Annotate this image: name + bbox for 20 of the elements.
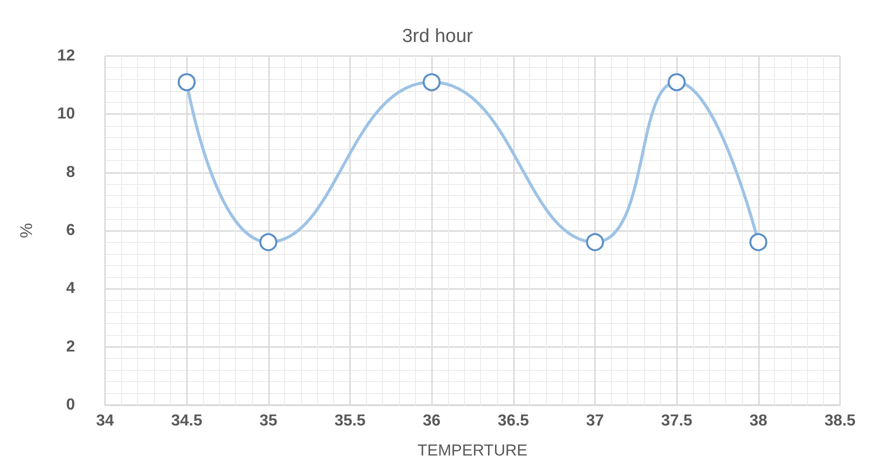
y-tick-label: 10 — [57, 106, 76, 123]
y-axis-title: % — [17, 222, 36, 238]
y-tick-label: 12 — [57, 48, 76, 64]
x-tick-label: 34 — [96, 412, 114, 430]
x-tick-label: 38.5 — [824, 412, 856, 430]
y-tick-label: 0 — [66, 396, 76, 414]
x-tick-label: 38 — [749, 412, 768, 430]
y-tick-label: 6 — [66, 222, 76, 239]
x-tick-label: 34.5 — [171, 412, 202, 430]
x-tick-label: 35.5 — [334, 412, 366, 430]
chart-title: 3rd hour — [402, 26, 474, 47]
x-tick-label: 36 — [422, 412, 441, 430]
x-tick-label: 36.5 — [498, 412, 530, 430]
y-tick-label: 2 — [66, 338, 76, 356]
x-axis-title: TEMPERTURE — [418, 442, 528, 460]
x-tick-label: 37.5 — [661, 412, 692, 430]
x-tick-label: 37 — [586, 412, 604, 430]
x-tick-label: 35 — [259, 412, 278, 430]
y-tick-label: 8 — [66, 164, 76, 181]
y-tick-label: 4 — [66, 280, 76, 298]
